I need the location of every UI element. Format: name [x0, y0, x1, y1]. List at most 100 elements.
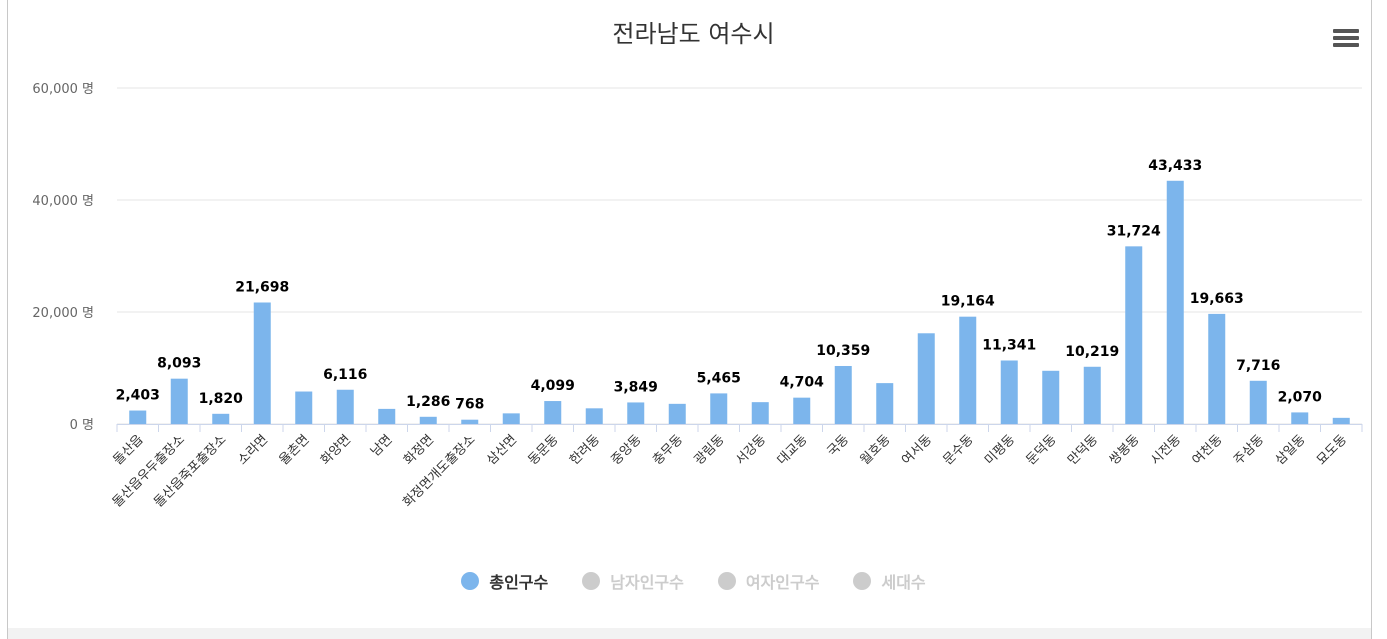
- bar: [834, 365, 852, 424]
- legend-item-households[interactable]: 세대수: [853, 569, 926, 593]
- x-category-label: 주삼동: [1231, 432, 1267, 468]
- x-category-label: 만덕동: [1065, 432, 1101, 468]
- legend-label: 세대수: [881, 573, 926, 592]
- x-category-label: 돌산읍죽포출장소: [151, 432, 229, 510]
- legend-item-male-population[interactable]: 남자인구수: [582, 569, 684, 593]
- legend-marker-icon: [853, 572, 872, 590]
- data-label: 19,164: [941, 294, 995, 310]
- bar: [917, 333, 935, 424]
- x-category-label: 광림동: [692, 432, 728, 468]
- data-label: 10,219: [1065, 344, 1119, 360]
- x-category-label: 국동: [825, 432, 853, 460]
- data-label: 31,724: [1107, 223, 1161, 239]
- data-label: 1,820: [199, 391, 244, 407]
- bar: [1332, 417, 1350, 424]
- bar: [585, 408, 603, 424]
- x-category-label: 화정면개도출장소: [400, 432, 478, 510]
- bar: [419, 416, 437, 424]
- chart-title: 전라남도 여수시: [612, 20, 775, 48]
- bar: [212, 413, 230, 424]
- bar: [295, 391, 313, 424]
- bar: [1042, 370, 1060, 424]
- bar: [544, 401, 562, 424]
- bar: [710, 393, 728, 424]
- data-label: 6,116: [323, 367, 367, 383]
- bar: [751, 402, 769, 424]
- bar: [336, 389, 354, 424]
- legend-item-female-population[interactable]: 여자인구수: [717, 569, 820, 593]
- bottom-strip: [8, 628, 1371, 639]
- bar: [1125, 246, 1143, 424]
- legend: 총인구수 남자인구수 여자인구수 세대수: [0, 569, 1387, 593]
- x-category-label: 삼산면: [484, 432, 520, 468]
- x-category-label: 대교동: [775, 432, 811, 468]
- data-label: 8,093: [157, 356, 201, 372]
- x-category-label: 문수동: [941, 432, 977, 468]
- x-category-label: 여천동: [1190, 432, 1226, 468]
- x-category-label: 시전동: [1148, 432, 1184, 468]
- bar: [627, 402, 645, 424]
- x-category-label: 쌍봉동: [1107, 432, 1143, 468]
- legend-item-total-population[interactable]: 총인구수: [461, 569, 548, 593]
- bar: [1208, 313, 1226, 424]
- x-category-label: 남면: [368, 432, 396, 460]
- bar: [668, 403, 686, 424]
- x-category-label: 여서동: [899, 432, 935, 468]
- bar: [876, 383, 894, 424]
- x-category-label: 중앙동: [609, 432, 645, 468]
- x-category-label: 서강동: [733, 432, 769, 468]
- bar: [170, 378, 188, 424]
- data-label: 4,099: [531, 378, 575, 394]
- y-tick-label: 0 명: [70, 418, 94, 433]
- legend-label: 남자인구수: [610, 573, 684, 592]
- chart-container: [7, 0, 1372, 639]
- x-category-label: 둔덕동: [1024, 432, 1060, 468]
- data-label: 5,465: [697, 370, 741, 386]
- legend-label: 총인구수: [489, 573, 549, 592]
- bar: [378, 408, 396, 424]
- x-category-label: 미평동: [982, 432, 1018, 468]
- legend-label: 여자인구수: [745, 573, 820, 592]
- data-label: 768: [455, 397, 484, 413]
- x-category-label: 월호동: [858, 432, 894, 468]
- bar-chart-plot: 0 명 20,000 명 40,000 명 60,000 명 2,403 돌산읍 8,093…: [32, 82, 1363, 510]
- bar: [959, 316, 977, 424]
- legend-marker-icon: [582, 572, 601, 590]
- data-label: 4,704: [780, 375, 825, 391]
- legend-marker-icon: [717, 572, 736, 590]
- x-category-label: 화정면: [401, 432, 437, 468]
- y-tick-label: 40,000 명: [32, 194, 94, 209]
- data-label: 3,849: [614, 379, 658, 395]
- bar: [793, 397, 811, 424]
- x-category-label: 소라면: [235, 432, 271, 468]
- data-label: 11,341: [982, 337, 1036, 353]
- data-label: 43,433: [1148, 158, 1202, 174]
- bar: [1000, 360, 1018, 424]
- bar: [1083, 366, 1101, 424]
- hamburger-menu-icon[interactable]: [1333, 29, 1359, 51]
- x-category-label: 묘도동: [1314, 432, 1350, 468]
- data-label: 19,663: [1190, 291, 1244, 307]
- data-label: 1,286: [406, 394, 450, 410]
- y-tick-label: 20,000 명: [32, 306, 94, 321]
- x-category-label: 동문동: [526, 432, 562, 468]
- x-category-label: 한려동: [567, 432, 603, 468]
- x-category-label: 화양면: [318, 432, 354, 468]
- x-category-label: 충무동: [650, 432, 686, 468]
- x-category-label: 돌산읍: [111, 432, 147, 468]
- bar: [129, 410, 147, 424]
- bar: [502, 413, 520, 424]
- data-label: 21,698: [235, 279, 289, 295]
- legend-marker-icon: [461, 572, 480, 590]
- bar: [1249, 380, 1267, 424]
- bar: [1166, 180, 1184, 424]
- data-label: 7,716: [1236, 358, 1280, 374]
- bar: [1291, 412, 1309, 424]
- x-category-label: 삼일동: [1273, 432, 1309, 468]
- x-category-label: 율촌면: [277, 432, 313, 468]
- x-category-label: 돌산읍우두출장소: [110, 432, 188, 510]
- data-label: 2,403: [116, 388, 160, 404]
- bar: [253, 302, 271, 424]
- y-tick-label: 60,000 명: [32, 82, 94, 97]
- data-label: 2,070: [1278, 389, 1323, 405]
